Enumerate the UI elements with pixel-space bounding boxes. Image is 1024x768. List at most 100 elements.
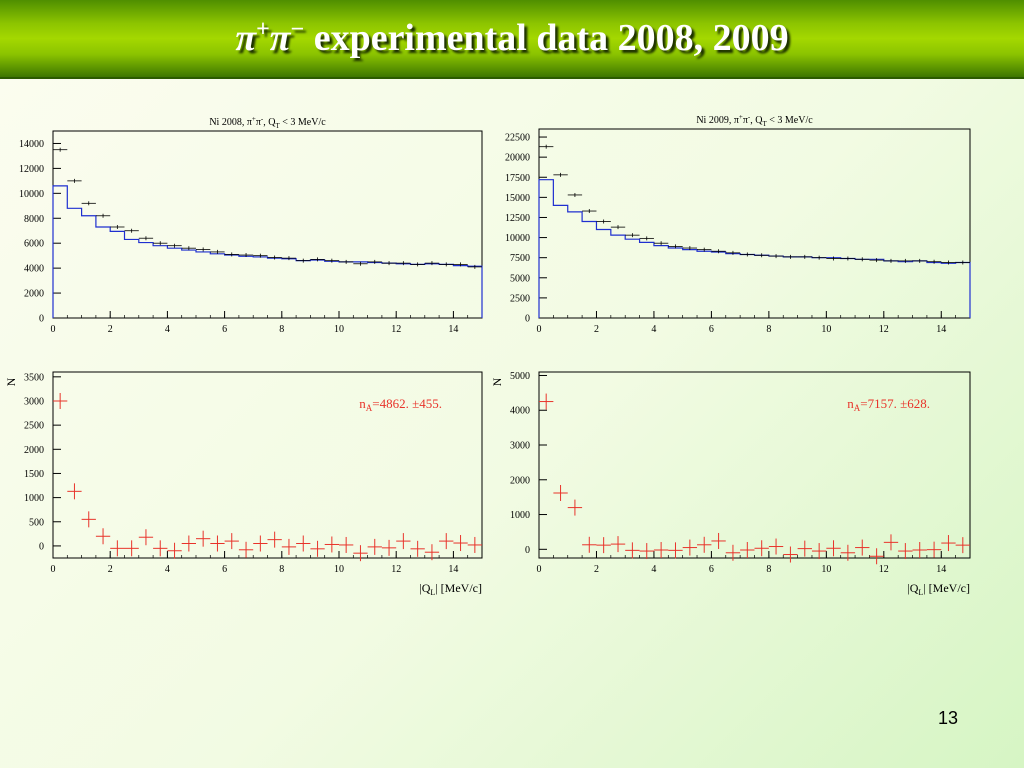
y-tick-label: 4000	[510, 406, 530, 417]
data-point	[725, 250, 741, 255]
x-axis-label: |QL| [MeV/c]	[419, 581, 482, 597]
residual-point	[725, 544, 741, 561]
data-point	[396, 261, 411, 266]
x-tick-label: 6	[222, 324, 227, 335]
x-tick-label: 2	[594, 324, 599, 335]
x-label-part: |Q	[907, 581, 918, 595]
data-point	[553, 172, 568, 177]
residual-point	[955, 537, 970, 554]
data-point	[153, 241, 168, 246]
data-point	[381, 261, 397, 266]
data-point	[682, 246, 698, 251]
x-tick-label: 4	[651, 324, 656, 335]
title-part-sub: T	[275, 122, 280, 130]
annotation-sub: A	[854, 403, 861, 413]
y-tick-label: 1000	[24, 493, 44, 504]
y-tick-label: 6000	[24, 239, 44, 250]
residual-point	[826, 540, 841, 557]
x-tick-label: 10	[334, 564, 344, 575]
x-tick-label: 6	[709, 324, 714, 335]
data-point	[53, 147, 68, 152]
data-point	[210, 249, 225, 254]
data-point	[367, 259, 382, 264]
y-tick-label: 5000	[510, 273, 530, 284]
x-tick-label: 0	[537, 324, 542, 335]
title-part-sup: +	[252, 115, 256, 123]
x-tick-label: 8	[766, 564, 771, 575]
annotation-sub: A	[366, 403, 373, 413]
residual-point	[410, 540, 425, 557]
data-point	[869, 258, 884, 263]
residual-point	[610, 536, 626, 553]
residual-point	[81, 511, 96, 528]
x-label-part: | [MeV/c]	[923, 581, 970, 595]
data-point	[840, 256, 856, 261]
residual-point	[582, 536, 597, 553]
x-tick-label: 14	[936, 324, 946, 335]
slide-title: π+π− experimental data 2008, 2009	[0, 16, 1024, 60]
data-point	[625, 233, 640, 238]
data-point	[653, 241, 669, 246]
y-tick-label: 17500	[505, 173, 530, 184]
data-point	[324, 258, 339, 263]
x-tick-label: 10	[334, 324, 344, 335]
residual-point	[768, 538, 784, 555]
y-tick-label: 0	[39, 314, 44, 325]
y-tick-label: 5000	[510, 371, 530, 382]
residual-point	[53, 392, 68, 409]
data-point	[582, 209, 597, 214]
y-tick-label: 12000	[19, 164, 44, 175]
data-point	[67, 178, 82, 183]
residual-point	[110, 540, 125, 557]
data-point	[281, 256, 297, 261]
data-point	[668, 244, 683, 249]
data-point	[797, 254, 812, 259]
residual-point	[281, 538, 297, 555]
plot-frame	[538, 128, 971, 319]
page-number: 13	[938, 708, 959, 728]
x-label-sub: L	[430, 588, 435, 597]
y-tick-label: 15000	[505, 193, 530, 204]
title-part-sup: +	[739, 113, 743, 121]
residual-point	[267, 531, 282, 548]
y-tick-label: 2000	[24, 289, 44, 300]
residual-point	[740, 542, 755, 559]
x-tick-label: 4	[651, 564, 656, 575]
y-axis-label: N	[4, 377, 18, 386]
x-tick-label: 0	[51, 564, 56, 575]
residual-point	[869, 548, 884, 565]
title-part: , Q	[263, 117, 276, 128]
chart-panel-2: 0 2 4 6 8 10 12 14 0 2500 5000 7500 10000 12500 15000 1…	[505, 113, 971, 335]
x-tick-label: 4	[165, 564, 170, 575]
y-tick-label: 7500	[510, 253, 530, 264]
title-part: < 3 MeV/c	[767, 115, 813, 126]
data-point	[124, 228, 139, 233]
y-tick-label: 3000	[510, 441, 530, 452]
title-part: , Q	[750, 115, 763, 126]
fit-annotation: nA=4862. ±455.	[359, 396, 442, 413]
data-point	[453, 262, 468, 267]
x-tick-label: 8	[279, 324, 284, 335]
data-point	[596, 219, 611, 224]
x-tick-label: 8	[279, 564, 284, 575]
title-sup-plus: +	[256, 16, 270, 43]
title-part-sub: T	[762, 120, 767, 128]
x-tick-label: 2	[594, 564, 599, 575]
y-tick-label: 500	[29, 517, 44, 528]
residual-point	[668, 542, 683, 559]
title-pi-2: π	[269, 17, 291, 59]
data-point	[883, 258, 899, 263]
x-label-part: | [MeV/c]	[435, 581, 482, 595]
residual-point	[941, 535, 956, 552]
residual-point	[138, 529, 154, 546]
fit-annotation: nA=7157. ±628.	[847, 396, 930, 413]
residual-point	[367, 538, 382, 555]
data-point	[95, 213, 111, 218]
residual-point	[840, 544, 856, 561]
residual-point	[883, 534, 899, 551]
residual-point	[181, 535, 196, 552]
y-tick-label: 2000	[510, 475, 530, 486]
residual-point	[783, 546, 798, 563]
data-point	[941, 260, 956, 265]
